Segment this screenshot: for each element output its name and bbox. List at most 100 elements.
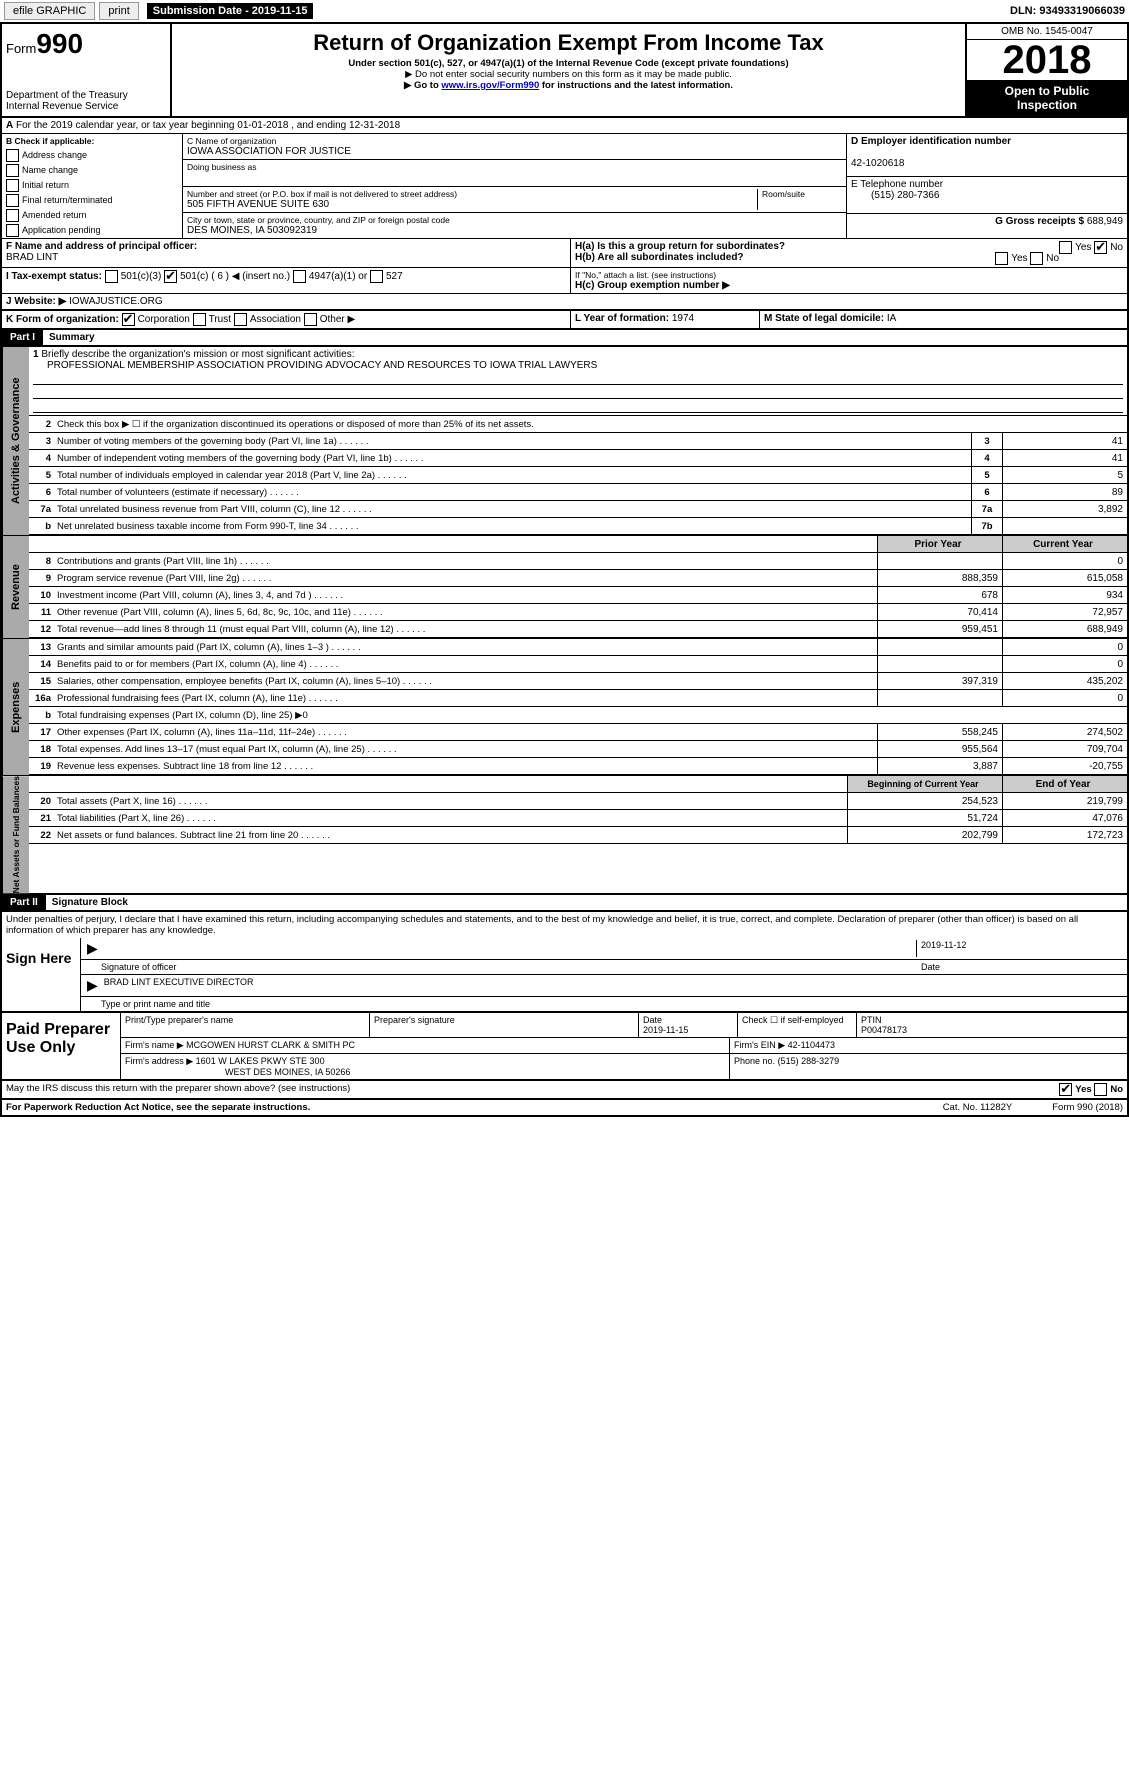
ptin: P00478173 xyxy=(861,1025,907,1035)
table-row: 15Salaries, other compensation, employee… xyxy=(29,673,1127,690)
firm-ein: 42-1104473 xyxy=(788,1040,835,1050)
sign-here: Sign Here xyxy=(2,938,81,1011)
table-row: 12Total revenue—add lines 8 through 11 (… xyxy=(29,621,1127,638)
form-note1: ▶ Do not enter social security numbers o… xyxy=(176,69,961,80)
inspection: Inspection xyxy=(1017,98,1077,112)
officer-printed: BRAD LINT EXECUTIVE DIRECTOR xyxy=(104,977,254,994)
cat-no: Cat. No. 11282Y xyxy=(943,1102,1013,1113)
table-row: 18Total expenses. Add lines 13–17 (must … xyxy=(29,741,1127,758)
arrow-icon: ▶ xyxy=(87,977,98,994)
form-foot: Form 990 (2018) xyxy=(1052,1102,1123,1113)
end-hdr: End of Year xyxy=(1002,776,1127,792)
line-a: For the 2019 calendar year, or tax year … xyxy=(16,120,400,131)
part2-title: Signature Block xyxy=(46,895,134,910)
form-number: 990 xyxy=(36,28,83,59)
vtab-governance: Activities & Governance xyxy=(2,347,29,535)
dba-lbl: Doing business as xyxy=(187,162,842,172)
irs-link[interactable]: www.irs.gov/Form990 xyxy=(441,80,539,91)
chk-pending[interactable]: Application pending xyxy=(2,223,182,238)
table-row: 20Total assets (Part X, line 16) . . . .… xyxy=(29,793,1127,810)
hc-lbl: H(c) Group exemption number ▶ xyxy=(575,280,730,291)
vtab-netassets: Net Assets or Fund Balances xyxy=(2,776,29,893)
vtab-revenue: Revenue xyxy=(2,536,29,638)
firm-addr2: WEST DES MOINES, IA 50266 xyxy=(125,1067,350,1077)
table-row: 17Other expenses (Part IX, column (A), l… xyxy=(29,724,1127,741)
efile-button[interactable]: efile GRAPHIC xyxy=(4,2,95,20)
l1-lbl: Briefly describe the organization's miss… xyxy=(41,349,354,360)
chk-final[interactable]: Final return/terminated xyxy=(2,193,182,208)
org-city: DES MOINES, IA 503092319 xyxy=(187,225,842,236)
table-row: 10Investment income (Part VIII, column (… xyxy=(29,587,1127,604)
table-row: 16aProfessional fundraising fees (Part I… xyxy=(29,690,1127,707)
f-officer-lbl: F Name and address of principal officer: xyxy=(6,241,197,252)
table-row: 11Other revenue (Part VIII, column (A), … xyxy=(29,604,1127,621)
chk-namechange[interactable]: Name change xyxy=(2,163,182,178)
prior-hdr: Prior Year xyxy=(877,536,1002,552)
l-year-lbl: L Year of formation: xyxy=(575,313,669,324)
g-gross-lbl: G Gross receipts $ xyxy=(995,216,1084,227)
table-row: 3Number of voting members of the governi… xyxy=(29,433,1127,450)
i-tax-lbl: I Tax-exempt status: xyxy=(6,271,102,282)
ein: 42-1020618 xyxy=(851,158,904,169)
table-row: bTotal fundraising expenses (Part IX, co… xyxy=(29,707,1127,724)
form-subtitle: Under section 501(c), 527, or 4947(a)(1)… xyxy=(176,58,961,69)
state-domicile: IA xyxy=(887,313,896,324)
table-row: 5Total number of individuals employed in… xyxy=(29,467,1127,484)
table-row: 21Total liabilities (Part X, line 26) . … xyxy=(29,810,1127,827)
e-tel-lbl: E Telephone number xyxy=(851,179,943,190)
pd-lbl: Date xyxy=(643,1015,662,1025)
self-emp: Check ☐ if self-employed xyxy=(738,1013,857,1037)
vtab-expenses: Expenses xyxy=(2,639,29,775)
name-title-lbl: Type or print name and title xyxy=(101,999,210,1009)
table-row: 19Revenue less expenses. Subtract line 1… xyxy=(29,758,1127,775)
ps-lbl: Preparer's signature xyxy=(370,1013,639,1037)
hb-lbl: H(b) Are all subordinates included? xyxy=(575,252,744,263)
ph-lbl: Phone no. xyxy=(734,1056,775,1066)
telephone: (515) 280-7366 xyxy=(851,190,939,201)
tax-year: 2018 xyxy=(967,40,1127,80)
dept-treasury: Department of the Treasury Internal Reve… xyxy=(6,90,166,112)
date-lbl: Date xyxy=(921,962,1121,972)
part1-title: Summary xyxy=(43,330,101,345)
gross-receipts: 688,949 xyxy=(1087,216,1123,227)
website: IOWAJUSTICE.ORG xyxy=(69,296,163,307)
table-row: 22Net assets or fund balances. Subtract … xyxy=(29,827,1127,844)
table-row: 13Grants and similar amounts paid (Part … xyxy=(29,639,1127,656)
prep-date: 2019-11-15 xyxy=(643,1025,688,1035)
form-prefix: Form xyxy=(6,41,36,56)
arrow-icon: ▶ xyxy=(87,940,98,957)
firm-name: MCGOWEN HURST CLARK & SMITH PC xyxy=(186,1040,355,1050)
table-row: 14Benefits paid to or for members (Part … xyxy=(29,656,1127,673)
c-name-lbl: C Name of organization xyxy=(187,136,842,146)
firm-lbl: Firm's name ▶ xyxy=(125,1040,184,1050)
room-lbl: Room/suite xyxy=(757,189,842,210)
discuss-q: May the IRS discuss this return with the… xyxy=(6,1083,350,1096)
sig-officer-lbl: Signature of officer xyxy=(101,962,176,972)
l2: Check this box ▶ ☐ if the organization d… xyxy=(55,418,1127,431)
ha-lbl: H(a) Is this a group return for subordin… xyxy=(575,241,785,252)
table-row: 8Contributions and grants (Part VIII, li… xyxy=(29,553,1127,570)
part1-hdr: Part I xyxy=(2,330,43,345)
table-row: 6Total number of volunteers (estimate if… xyxy=(29,484,1127,501)
ein-lbl: Firm's EIN ▶ xyxy=(734,1040,785,1050)
officer-name: BRAD LINT xyxy=(6,252,58,263)
table-row: bNet unrelated business taxable income f… xyxy=(29,518,1127,535)
table-row: 9Program service revenue (Part VIII, lin… xyxy=(29,570,1127,587)
chk-amended[interactable]: Amended return xyxy=(2,208,182,223)
org-name: IOWA ASSOCIATION FOR JUSTICE xyxy=(187,146,842,157)
pra-notice: For Paperwork Reduction Act Notice, see … xyxy=(6,1102,310,1113)
city-lbl: City or town, state or province, country… xyxy=(187,215,842,225)
note2-pre: ▶ Go to xyxy=(404,80,441,91)
ptin-lbl: PTIN xyxy=(861,1015,882,1025)
curr-hdr: Current Year xyxy=(1002,536,1127,552)
chk-address[interactable]: Address change xyxy=(2,148,182,163)
submission-date: Submission Date - 2019-11-15 xyxy=(147,3,314,19)
d-ein-lbl: D Employer identification number xyxy=(851,136,1011,147)
print-button[interactable]: print xyxy=(99,2,138,20)
dln: DLN: 93493319066039 xyxy=(1010,5,1125,17)
m-state-lbl: M State of legal domicile: xyxy=(764,313,884,324)
j-website-lbl: J Website: ▶ xyxy=(6,296,66,307)
addr-lbl: Number and street (or P.O. box if mail i… xyxy=(187,189,757,199)
chk-initial[interactable]: Initial return xyxy=(2,178,182,193)
pt-lbl: Print/Type preparer's name xyxy=(121,1013,370,1037)
